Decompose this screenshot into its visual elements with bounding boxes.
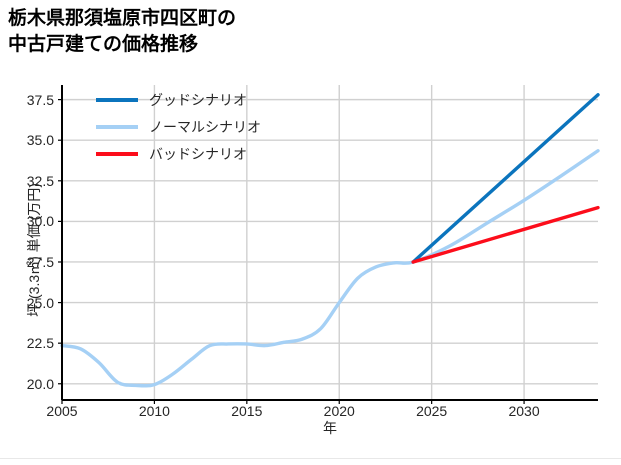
- y-tick-label: 25.0: [26, 294, 54, 311]
- axis-tick-marks: [58, 99, 525, 404]
- x-axis-label: 年: [323, 420, 337, 436]
- legend-label: グッドシナリオ: [149, 92, 247, 108]
- legend-swatch-line-icon: [96, 125, 138, 129]
- y-tick-label: 30.0: [26, 213, 54, 230]
- series-line: [411, 93, 600, 264]
- x-tick-label: 2015: [231, 403, 263, 419]
- legend-label: バッドシナリオ: [149, 146, 247, 162]
- gridlines-horizontal: [62, 98, 598, 385]
- x-tick-label: 2020: [323, 403, 355, 419]
- y-tick-label: 27.5: [26, 253, 54, 270]
- legend-label: ノーマルシナリオ: [149, 119, 261, 135]
- series-line: [411, 205, 600, 264]
- y-tick-label: 35.0: [26, 132, 54, 149]
- plot-background: [62, 85, 598, 400]
- series-lines: [60, 93, 600, 388]
- y-tick-label: 22.5: [26, 335, 54, 352]
- legend-swatch-line-icon: [96, 98, 138, 102]
- y-tick-label: 32.5: [26, 172, 54, 189]
- legend-item[interactable]: バッドシナリオ: [96, 144, 261, 164]
- bottom-divider: [0, 458, 621, 459]
- x-tick-label: 2010: [138, 403, 170, 419]
- y-tick-label: 20.0: [26, 375, 54, 392]
- x-tick-label: 2005: [46, 403, 78, 419]
- y-axis-label: 坪 (3.3㎡) 単価 (万円): [26, 183, 42, 317]
- x-tick-label: 2030: [508, 403, 540, 419]
- y-tick-label: 37.5: [26, 91, 54, 108]
- legend-swatch-line-icon: [96, 152, 138, 156]
- series-line: [60, 149, 600, 388]
- x-tick-label: 2025: [416, 403, 448, 419]
- legend-item[interactable]: ノーマルシナリオ: [96, 117, 261, 137]
- chart-legend: グッドシナリオ ノーマルシナリオ バッドシナリオ: [96, 90, 261, 164]
- page-title: 栃木県那須塩原市四区町の 中古戸建ての価格推移: [8, 8, 237, 55]
- legend-item[interactable]: グッドシナリオ: [96, 90, 261, 110]
